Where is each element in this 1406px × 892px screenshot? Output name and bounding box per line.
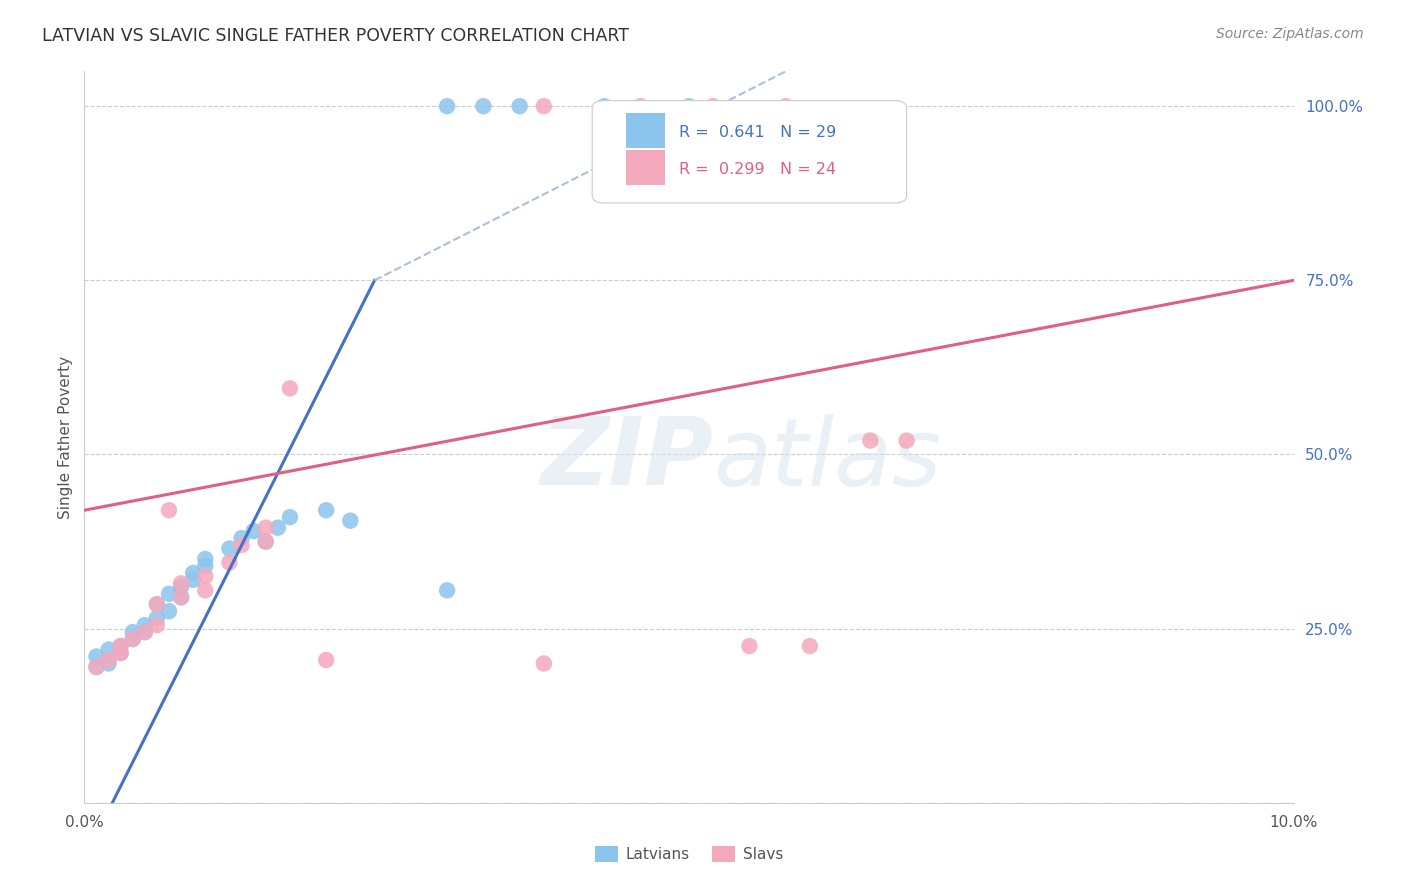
Point [97,642,120,657]
Point [254,534,277,549]
Point [97,657,120,671]
Point [533,99,555,113]
Point [218,556,240,570]
Point [702,99,724,113]
Point [110,639,132,653]
Point [86,649,108,664]
Text: Source: ZipAtlas.com: Source: ZipAtlas.com [1216,27,1364,41]
Point [436,99,458,113]
FancyBboxPatch shape [592,101,907,203]
FancyBboxPatch shape [626,113,665,148]
Y-axis label: Single Father Poverty: Single Father Poverty [58,356,73,518]
Point [254,521,277,535]
Point [896,434,918,448]
Text: R =  0.299   N = 24: R = 0.299 N = 24 [679,161,837,177]
Point [194,569,217,583]
Point [339,514,361,528]
Point [181,573,204,587]
Point [157,503,180,517]
Point [231,531,253,545]
Point [121,632,143,646]
Legend: Latvians, Slavs: Latvians, Slavs [589,840,789,868]
Point [121,632,143,646]
FancyBboxPatch shape [626,150,665,185]
Point [97,653,120,667]
Point [170,591,193,605]
Point [678,99,700,113]
Point [170,580,193,594]
Text: LATVIAN VS SLAVIC SINGLE FATHER POVERTY CORRELATION CHART: LATVIAN VS SLAVIC SINGLE FATHER POVERTY … [42,27,628,45]
Point [121,625,143,640]
Point [146,611,169,625]
Point [110,646,132,660]
Point [278,381,301,395]
Point [799,639,821,653]
Point [170,576,193,591]
Point [194,552,217,566]
Point [110,639,132,653]
Point [218,541,240,556]
Point [181,566,204,580]
Point [146,597,169,611]
Point [738,639,761,653]
Point [267,521,290,535]
Point [86,660,108,674]
Point [157,587,180,601]
Point [775,99,797,113]
Point [630,99,652,113]
Text: R =  0.641   N = 29: R = 0.641 N = 29 [679,125,837,140]
Point [242,524,264,538]
Point [472,99,495,113]
Point [134,618,156,632]
Point [194,583,217,598]
Point [231,538,253,552]
Point [254,534,277,549]
Point [278,510,301,524]
Point [436,583,458,598]
Point [170,591,193,605]
Point [593,99,616,113]
Point [157,604,180,618]
Text: atlas: atlas [713,414,942,505]
Point [110,646,132,660]
Point [509,99,531,113]
Point [134,625,156,640]
Point [146,618,169,632]
Point [315,653,337,667]
Point [533,657,555,671]
Point [146,597,169,611]
Point [194,558,217,573]
Text: ZIP: ZIP [540,413,713,505]
Point [859,434,882,448]
Point [134,625,156,640]
Point [315,503,337,517]
Point [86,660,108,674]
